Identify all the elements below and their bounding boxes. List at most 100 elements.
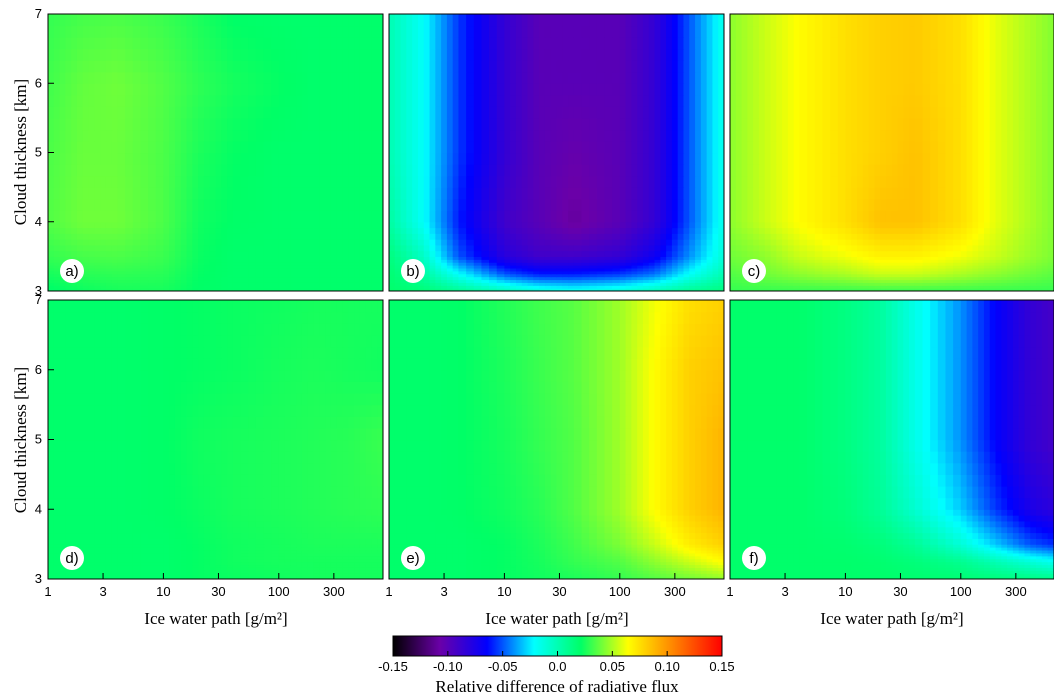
heat-cell — [441, 227, 448, 234]
heat-cell — [117, 14, 126, 27]
heat-cell — [539, 71, 546, 84]
heat-cell — [263, 83, 272, 96]
heat-cell — [446, 152, 454, 165]
heat-cell — [807, 267, 816, 272]
heat-cell — [562, 187, 569, 200]
heat-cell — [612, 152, 621, 165]
heat-cell — [845, 175, 852, 188]
heat-cell — [922, 267, 931, 272]
heat-cell — [770, 270, 777, 275]
heat-cell — [198, 233, 205, 240]
heat-cell — [371, 60, 378, 73]
heat-cell — [782, 250, 789, 257]
heat-cell — [215, 285, 222, 289]
heat-cell — [105, 282, 113, 286]
heat-cell — [163, 71, 170, 84]
heat-cell — [770, 221, 777, 229]
heat-cell — [406, 60, 413, 73]
heat-cell — [400, 285, 407, 289]
heat-cell — [930, 279, 939, 283]
heat-cell — [125, 14, 134, 27]
heat-cell — [330, 48, 338, 61]
heat-cell — [660, 256, 667, 260]
heat-cell — [1007, 256, 1014, 260]
heat-cell — [48, 267, 55, 272]
heat-cell — [642, 94, 650, 107]
heat-cell — [148, 60, 157, 73]
heat-cell — [695, 288, 702, 291]
heat-cell — [429, 187, 436, 200]
heat-cell — [441, 129, 448, 142]
heat-cell — [712, 239, 719, 246]
heat-cell — [227, 273, 234, 278]
heat-cell — [562, 233, 569, 240]
heat-cell — [169, 276, 176, 281]
heat-cell — [637, 256, 644, 260]
heat-cell — [845, 267, 852, 272]
heat-cell — [111, 250, 119, 257]
heat-cell — [203, 282, 211, 286]
heat-cell — [271, 152, 280, 165]
heat-cell — [953, 256, 962, 260]
heat-cell — [132, 94, 142, 107]
heat-cell — [851, 282, 858, 286]
heat-cell — [589, 94, 598, 107]
heat-cell — [169, 262, 176, 266]
heat-cell — [845, 273, 852, 278]
heat-cell — [132, 25, 142, 38]
heat-cell — [735, 239, 743, 246]
heat-cell — [180, 117, 188, 131]
heat-cell — [271, 198, 280, 211]
heat-cell — [342, 94, 349, 107]
heat-cell — [677, 279, 685, 283]
heat-cell — [400, 71, 407, 84]
heat-cell — [325, 267, 332, 272]
heat-cell — [203, 250, 211, 257]
heat-cell — [489, 129, 498, 142]
heat-cell — [140, 288, 149, 291]
heat-cell — [539, 239, 546, 246]
heat-cell — [489, 187, 498, 200]
heat-cell — [1041, 276, 1049, 281]
heat-cell — [1018, 262, 1026, 266]
heat-cell — [654, 239, 661, 246]
heat-cell — [354, 256, 361, 260]
heat-cell — [248, 282, 257, 286]
heat-cell — [851, 279, 858, 283]
heat-cell — [458, 285, 467, 289]
heat-cell — [284, 198, 291, 211]
heat-cell — [666, 106, 673, 119]
heat-cell — [330, 244, 338, 252]
heat-cell — [215, 250, 222, 257]
heat-cell — [521, 94, 529, 107]
heat-cell — [354, 60, 361, 73]
heat-cell — [330, 187, 338, 200]
heat-cell — [105, 60, 113, 73]
heat-cell — [995, 244, 1002, 252]
heat-cell — [989, 273, 997, 278]
heat-cell — [441, 267, 448, 272]
heat-cell — [689, 227, 696, 234]
heat-cell — [700, 175, 708, 188]
heat-cell — [556, 250, 563, 257]
heat-cell — [496, 285, 505, 289]
heat-cell — [111, 233, 119, 240]
heat-cell — [209, 83, 217, 96]
heat-cell — [489, 244, 498, 252]
heat-cell — [174, 279, 182, 283]
heat-cell — [215, 37, 222, 50]
heat-cell — [140, 198, 149, 211]
heat-cell — [922, 265, 931, 269]
heat-cell — [909, 227, 916, 234]
heat-cell — [215, 288, 222, 291]
heat-cell — [631, 198, 638, 211]
heat-cell — [336, 71, 344, 84]
heat-cell — [573, 187, 583, 200]
heat-cell — [504, 282, 511, 286]
heat-cell — [296, 244, 303, 252]
heat-cell — [412, 106, 419, 119]
heat-cell — [319, 117, 326, 131]
heat-cell — [240, 285, 249, 289]
heat-cell — [712, 94, 719, 107]
heat-cell — [65, 25, 72, 38]
